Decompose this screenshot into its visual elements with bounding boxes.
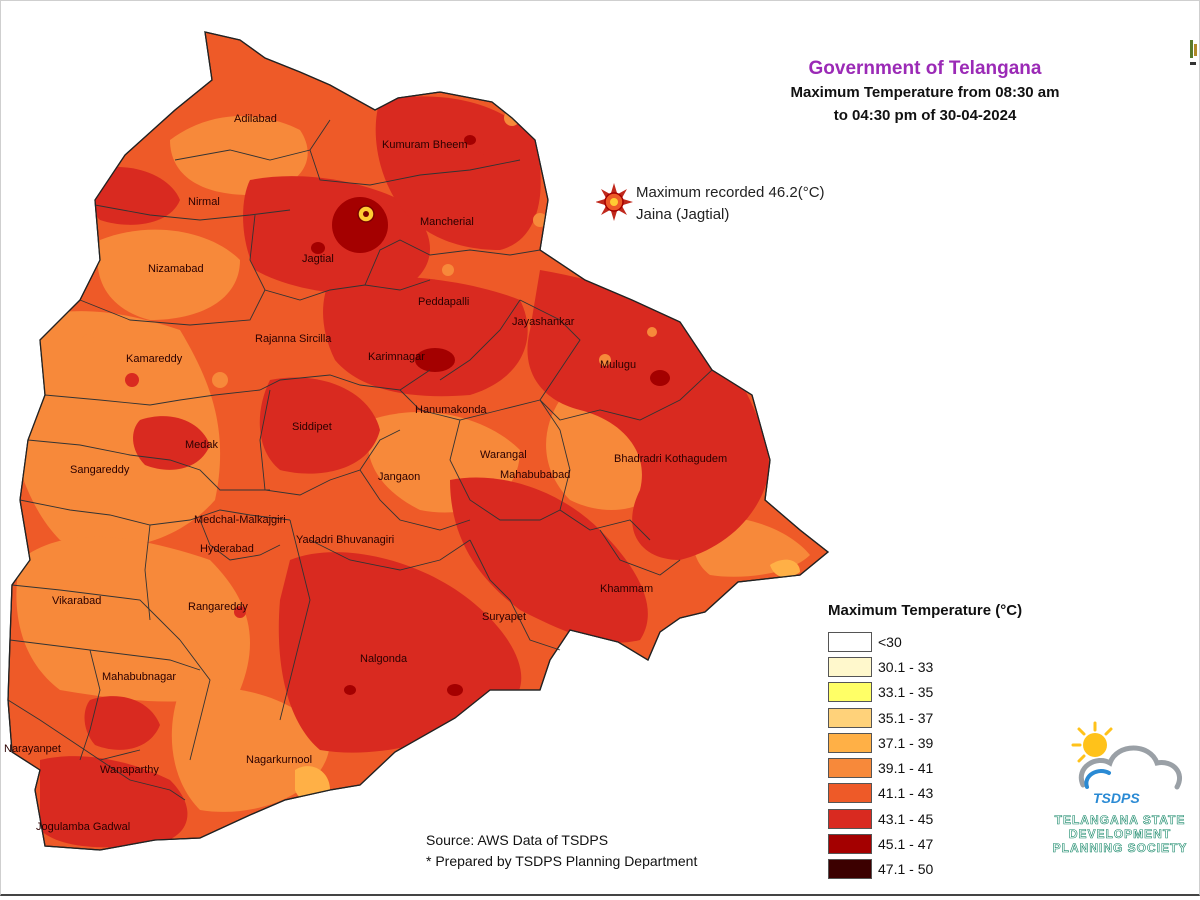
legend-swatch	[828, 808, 872, 829]
max-record-annotation: Maximum recorded 46.2(°C) Jaina (Jagtial…	[595, 180, 825, 229]
district-label: Mancherial	[420, 216, 474, 228]
district-label: Jayashankar	[512, 316, 575, 328]
legend-item: 35.1 - 37	[828, 705, 1022, 730]
district-label: Yadadri Bhuvanagiri	[296, 534, 394, 546]
legend-item: 43.1 - 45	[828, 806, 1022, 831]
district-label: Hyderabad	[200, 543, 254, 555]
district-label: Jangaon	[378, 471, 420, 483]
district-labels: Adilabad Kumuram Bheem Nirmal Mancherial…	[4, 113, 727, 833]
district-label: Peddapalli	[418, 296, 469, 308]
temperature-zones	[8, 96, 810, 848]
page-subtitle-line2: to 04:30 pm of 30-04-2024	[833, 107, 1017, 124]
district-label: Nalgonda	[360, 653, 408, 665]
legend-item: <30	[828, 629, 1022, 654]
district-label: Karimnagar	[368, 351, 425, 363]
district-label: Wanaparthy	[100, 764, 159, 776]
district-label: Kamareddy	[126, 353, 183, 365]
legend-label: 33.1 - 35	[878, 684, 934, 701]
legend-item: 45.1 - 47	[828, 831, 1022, 856]
max-record-value: Maximum recorded 46.2(°C)	[636, 184, 825, 201]
source-line1: Source: AWS Data of TSDPS	[426, 832, 609, 848]
district-label: Mahabubabad	[500, 469, 570, 481]
page-subtitle-line1: Maximum Temperature from 08:30 am	[790, 84, 1060, 101]
legend-title: Maximum Temperature (°C)	[828, 602, 1023, 619]
legend-label: 47.1 - 50	[878, 861, 934, 878]
source-note: Source: AWS Data of TSDPS * Prepared by …	[426, 830, 697, 872]
district-label: Sangareddy	[70, 464, 130, 476]
legend-swatch	[828, 656, 872, 677]
district-label: Vikarabad	[52, 595, 101, 607]
temperature-legend: Maximum Temperature (°C) <30 30.1 - 33 33.…	[828, 602, 1022, 882]
legend-rows: <30 30.1 - 33 33.1 - 35 35.1 - 37 37.1 - 39 3…	[828, 629, 1022, 882]
legend-item: 30.1 - 33	[828, 654, 1022, 679]
district-label: Jogulamba Gadwal	[36, 821, 130, 833]
legend-item: 37.1 - 39	[828, 730, 1022, 755]
logo-abbr: TSDPS	[1093, 790, 1140, 806]
max-record-location: Jaina (Jagtial)	[636, 206, 730, 223]
district-label: Mahabubnagar	[102, 671, 176, 683]
legend-label: 37.1 - 39	[878, 734, 934, 751]
legend-swatch	[828, 758, 872, 779]
legend-label: 30.1 - 33	[878, 658, 934, 675]
sun-burst-icon	[595, 183, 633, 221]
legend-item: 41.1 - 43	[828, 781, 1022, 806]
district-label: Jagtial	[302, 253, 334, 265]
district-label: Medchal-Malkajgiri	[194, 514, 286, 526]
page-title: Government of Telangana	[808, 58, 1042, 79]
district-label: Hanumakonda	[415, 404, 487, 416]
legend-swatch	[828, 707, 872, 728]
district-label: Medak	[185, 439, 219, 451]
max-record-text: Maximum recorded 46.2(°C) Jaina (Jagtial…	[636, 182, 825, 226]
legend-item: 47.1 - 50	[828, 857, 1022, 882]
legend-swatch	[828, 631, 872, 652]
legend-swatch	[828, 859, 872, 880]
source-line2: * Prepared by TSDPS Planning Department	[426, 853, 698, 869]
district-label: Narayanpet	[4, 743, 61, 755]
legend-label: 41.1 - 43	[878, 785, 934, 802]
district-label: Khammam	[600, 583, 653, 595]
legend-swatch	[828, 732, 872, 753]
district-label: Nirmal	[188, 196, 220, 208]
district-label: Adilabad	[234, 113, 277, 125]
logo-org-name: TELANGANA STATE DEVELOPMENT PLANNING SOC…	[1040, 813, 1200, 856]
district-label: Nagarkurnool	[246, 754, 312, 766]
district-label: Siddipet	[292, 421, 332, 433]
logo-line2: DEVELOPMENT	[1068, 827, 1172, 842]
legend-swatch	[828, 834, 872, 855]
legend-item: 39.1 - 41	[828, 755, 1022, 780]
legend-label: 43.1 - 45	[878, 810, 934, 827]
legend-label: 39.1 - 41	[878, 760, 934, 777]
logo-line3: PLANNING SOCIETY	[1052, 841, 1188, 856]
partial-emblem-icon	[1190, 40, 1197, 65]
legend-label: 35.1 - 37	[878, 709, 934, 726]
logo-line1: TELANGANA STATE	[1054, 813, 1186, 828]
max-temperature-marker	[357, 205, 375, 223]
district-label: Rajanna Sircilla	[255, 333, 332, 345]
legend-swatch	[828, 783, 872, 804]
legend-label: 45.1 - 47	[878, 836, 934, 853]
state-outline	[7, 31, 830, 851]
district-label: Rangareddy	[188, 601, 248, 613]
sun-cloud-logo-icon	[1071, 721, 1182, 790]
district-label: Mulugu	[600, 359, 636, 371]
district-label: Warangal	[480, 449, 527, 461]
legend-label: <30	[878, 633, 902, 650]
district-label: Kumuram Bheem	[382, 139, 468, 151]
district-label: Suryapet	[482, 611, 526, 623]
legend-item: 33.1 - 35	[828, 680, 1022, 705]
map-title-block: Government of Telangana Maximum Temperat…	[720, 58, 1130, 126]
district-boundaries	[7, 119, 713, 801]
district-label: Bhadradri Kothagudem	[614, 453, 727, 465]
legend-swatch	[828, 682, 872, 703]
district-label: Nizamabad	[148, 263, 204, 275]
